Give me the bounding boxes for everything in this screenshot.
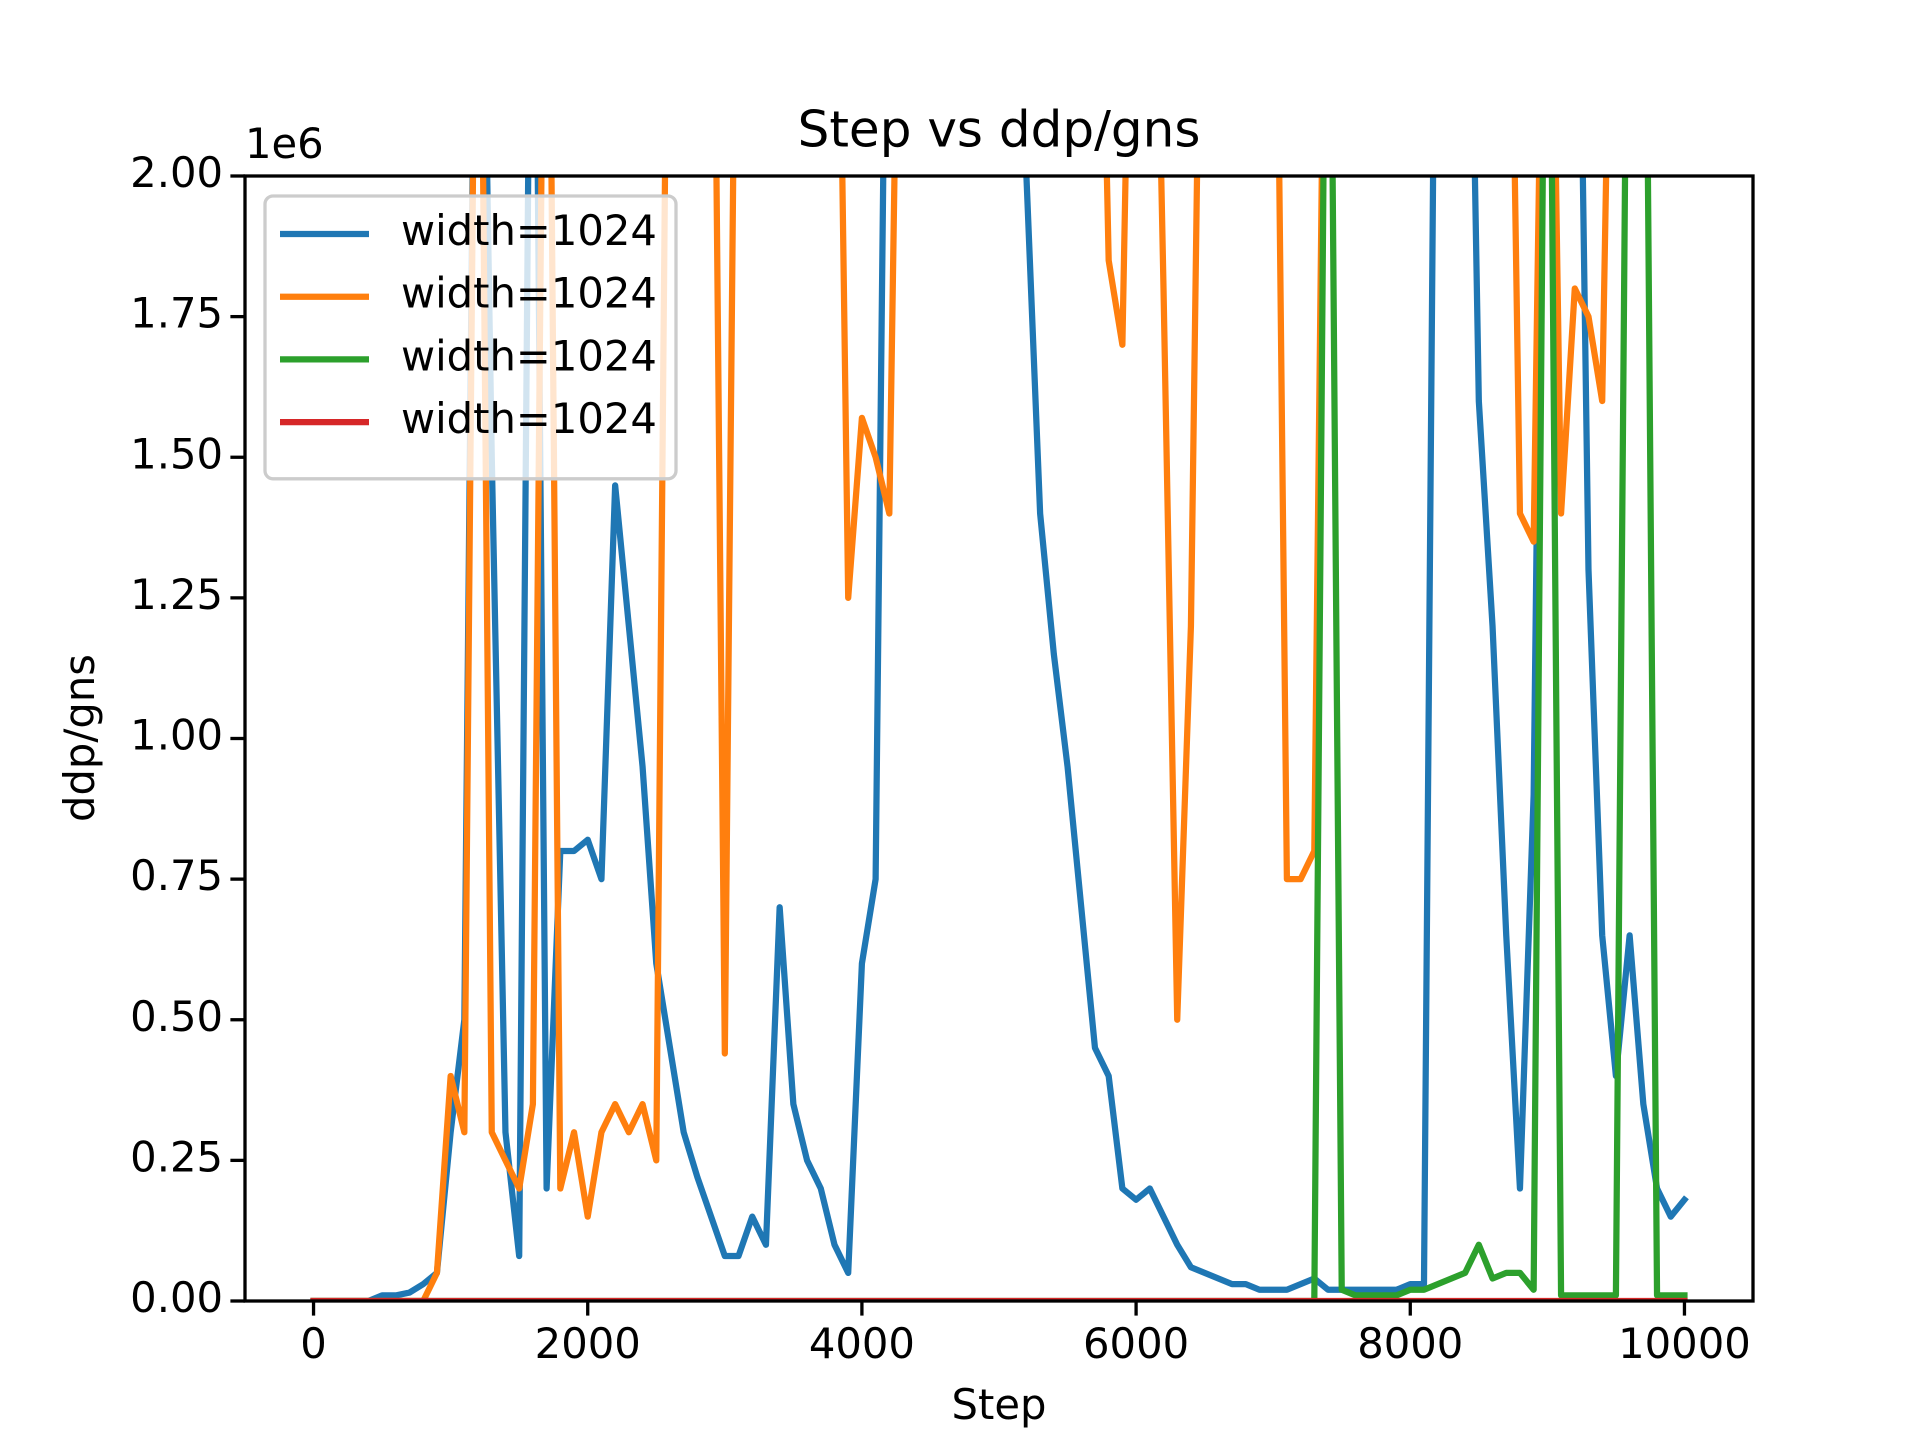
y-tick-label: 1.50 [130,429,223,478]
legend-label: width=1024 [401,331,657,380]
x-tick-label: 2000 [535,1319,641,1368]
y-tick-label: 1.75 [130,289,223,338]
plot-lines [310,176,1689,1301]
legend-label: width=1024 [401,394,657,443]
series-line [310,176,1689,1301]
y-tick-label: 0.75 [130,851,223,900]
series-line [310,176,1688,1301]
x-axis-label: Step [952,1380,1047,1429]
chart-title: Step vs ddp/gns [798,101,1201,159]
legend: width=1024 width=1024 width=1024 width=1024 [263,194,678,481]
x-tick-label: 8000 [1357,1319,1463,1368]
y-tick-label: 2.00 [130,148,223,197]
y-tick-label: 0.50 [130,992,223,1041]
legend-label: width=1024 [401,206,657,255]
y-tick-label: 1.25 [130,570,223,619]
legend-frame [263,194,678,481]
y-offset-text: 1e6 [245,119,324,168]
x-tick-label: 6000 [1083,1319,1189,1368]
x-tick-label: 10000 [1618,1319,1751,1368]
y-tick-label: 0.25 [130,1132,223,1181]
y-tick-label: 0.00 [130,1273,223,1322]
y-tick-label: 1.00 [130,711,223,760]
ticks: 0 2000 4000 6000 8000 10000 0.00 0.25 0.50 0.75 1.… [130,148,1751,1368]
legend-label: width=1024 [401,269,657,318]
y-axis-label: ddp/gns [55,654,104,822]
x-tick-label: 4000 [809,1319,915,1368]
x-tick-label: 0 [300,1319,327,1368]
